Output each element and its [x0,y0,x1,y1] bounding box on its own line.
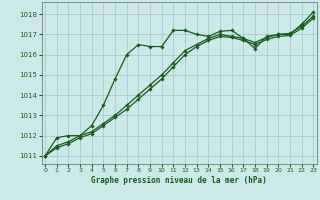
X-axis label: Graphe pression niveau de la mer (hPa): Graphe pression niveau de la mer (hPa) [91,176,267,185]
